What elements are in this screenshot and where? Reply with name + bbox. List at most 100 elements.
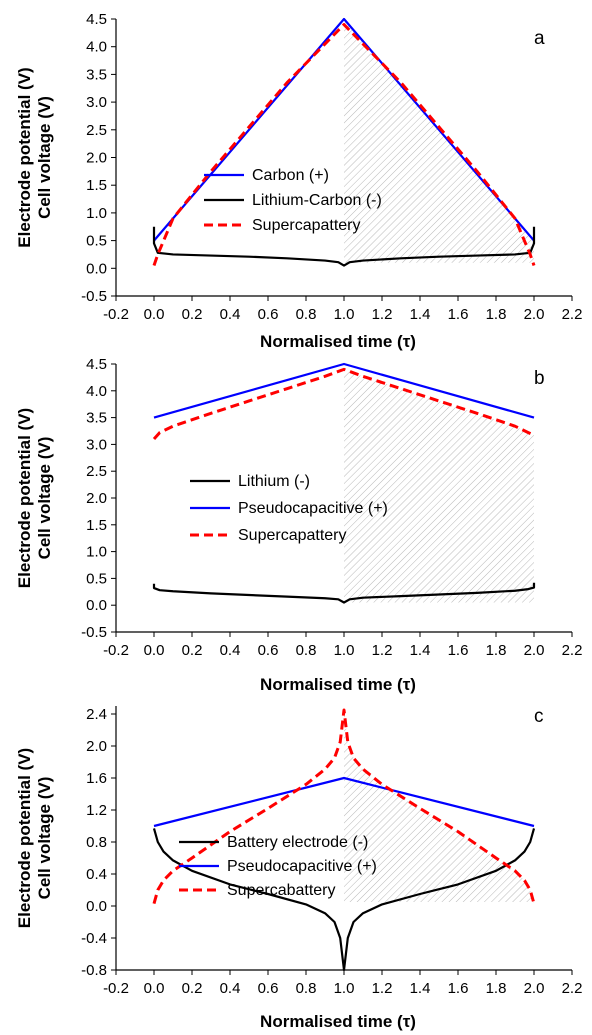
x-tick-label: 1.4	[410, 306, 431, 323]
y-axis-title-line2: Cell voltage (V)	[35, 96, 54, 219]
x-tick-label: -0.2	[103, 642, 129, 659]
series-line-0	[153, 17, 535, 242]
x-tick-label: 0.8	[296, 642, 317, 659]
y-tick-label: -0.5	[81, 624, 107, 641]
y-tick-label: 0.5	[86, 570, 107, 587]
x-tick-label: 2.2	[562, 306, 583, 323]
y-tick-label: 1.5	[86, 517, 107, 534]
panel-label: a	[534, 28, 545, 49]
x-axis-title: Normalised time (τ)	[260, 675, 416, 694]
y-tick-label: -0.8	[81, 962, 107, 979]
x-tick-label: 2.2	[562, 980, 583, 997]
x-tick-label: 2.0	[524, 642, 545, 659]
x-tick-label: 0.4	[220, 980, 241, 997]
x-tick-label: 1.0	[334, 980, 355, 997]
x-tick-label: 0.0	[144, 642, 165, 659]
y-tick-label: 3.5	[86, 410, 107, 427]
x-tick-label: 0.2	[182, 980, 203, 997]
x-tick-label: 0.4	[220, 642, 241, 659]
y-tick-label: 1.0	[86, 205, 107, 222]
y-tick-label: 1.5	[86, 177, 107, 194]
legend-entry-label: Pseudocapacitive (+)	[238, 500, 388, 517]
x-tick-label: 0.0	[144, 980, 165, 997]
y-axis-title-line1: Electrode potential (V)	[15, 408, 34, 588]
chart-panel-a: -0.5 0.0 0.5 1.0 1.5 2.0 2.5 3.0 3.5 4.0 4.5 -0.2 0.…	[15, 11, 582, 351]
x-tick-label: -0.2	[103, 306, 129, 323]
y-tick-label: 3.0	[86, 94, 107, 111]
legend-entry-label: Supercapattery	[238, 527, 347, 544]
y-tick-label: 2.0	[86, 738, 107, 755]
y-tick-label: -0.5	[81, 288, 107, 305]
y-tick-label: 3.0	[86, 436, 107, 453]
series-line-2	[152, 23, 536, 267]
x-tick-label: 1.0	[334, 642, 355, 659]
y-tick-label: 2.5	[86, 463, 107, 480]
x-tick-label: 0.2	[182, 306, 203, 323]
x-tick-label: 1.6	[448, 306, 469, 323]
y-tick-label: 2.0	[86, 150, 107, 167]
series-line-1	[152, 226, 536, 267]
y-tick-label: 3.5	[86, 66, 107, 83]
x-tick-label: 0.4	[220, 306, 241, 323]
x-tick-label: 1.8	[486, 642, 507, 659]
x-tick-label: 1.2	[372, 642, 393, 659]
x-axis-title: Normalised time (τ)	[260, 332, 416, 351]
panel-label: c	[534, 706, 544, 727]
x-tick-label: 0.8	[296, 980, 317, 997]
shaded-region	[344, 710, 534, 904]
x-tick-label: -0.2	[103, 980, 129, 997]
x-tick-label: 2.0	[524, 980, 545, 997]
x-tick-label: 2.0	[524, 306, 545, 323]
y-axis-title-line2: Cell voltage (V)	[35, 777, 54, 900]
y-tick-label: 0.4	[86, 866, 107, 883]
series-line-1	[153, 362, 535, 419]
legend-entry-label: Battery electrode (-)	[227, 834, 368, 851]
x-tick-label: 0.6	[258, 980, 279, 997]
y-tick-label: -0.4	[81, 930, 107, 947]
legend-entry-label: Supercabattery	[227, 882, 336, 899]
series-line-1	[153, 776, 535, 828]
y-axis-title-line2: Cell voltage (V)	[35, 437, 54, 560]
panel-label: b	[534, 368, 545, 389]
x-tick-label: 0.6	[258, 642, 279, 659]
y-tick-label: 2.5	[86, 122, 107, 139]
legend-entry-label: Carbon (+)	[252, 167, 329, 184]
series-line-2	[152, 708, 536, 905]
chart-panel-c: -0.8 -0.4 0.0 0.4 0.8 1.2 1.6 2.0 2.4 -0.2 0.0 0.2 0…	[15, 706, 582, 1031]
series-line-0	[152, 828, 536, 972]
x-tick-label: 0.2	[182, 642, 203, 659]
y-axis-title-line1: Electrode potential (V)	[15, 67, 34, 247]
legend-entry-label: Lithium-Carbon (-)	[252, 192, 382, 209]
y-tick-label: 2.0	[86, 490, 107, 507]
shaded-region	[344, 369, 534, 603]
legend-entry-label: Supercapattery	[252, 217, 361, 234]
y-tick-label: 1.2	[86, 802, 107, 819]
x-tick-label: 2.2	[562, 642, 583, 659]
x-tick-label: 1.6	[448, 642, 469, 659]
y-tick-label: 1.6	[86, 770, 107, 787]
legend-entry-label: Pseudocapacitive (+)	[227, 858, 377, 875]
x-tick-label: 1.6	[448, 980, 469, 997]
y-tick-label: 4.0	[86, 383, 107, 400]
y-tick-label: 1.0	[86, 544, 107, 561]
x-tick-label: 1.8	[486, 306, 507, 323]
legend-entry-label: Lithium (-)	[238, 473, 310, 490]
x-tick-label: 1.0	[334, 306, 355, 323]
x-tick-label: 1.4	[410, 980, 431, 997]
x-tick-label: 1.8	[486, 980, 507, 997]
y-tick-label: 4.5	[86, 356, 107, 373]
y-tick-label: 2.4	[86, 706, 107, 723]
x-tick-label: 1.2	[372, 980, 393, 997]
y-tick-label: 0.0	[86, 260, 107, 277]
x-tick-label: 1.2	[372, 306, 393, 323]
x-tick-label: 1.4	[410, 642, 431, 659]
x-tick-label: 0.6	[258, 306, 279, 323]
y-tick-label: 0.8	[86, 834, 107, 851]
y-tick-label: 0.0	[86, 898, 107, 915]
shaded-region	[344, 19, 534, 263]
chart-panel-b: -0.5 0.0 0.5 1.0 1.5 2.0 2.5 3.0 3.5 4.0 4.5 -0.2 0.…	[15, 356, 582, 694]
series-line-0	[152, 582, 536, 604]
y-tick-label: 0.0	[86, 597, 107, 614]
x-tick-label: 0.0	[144, 306, 165, 323]
